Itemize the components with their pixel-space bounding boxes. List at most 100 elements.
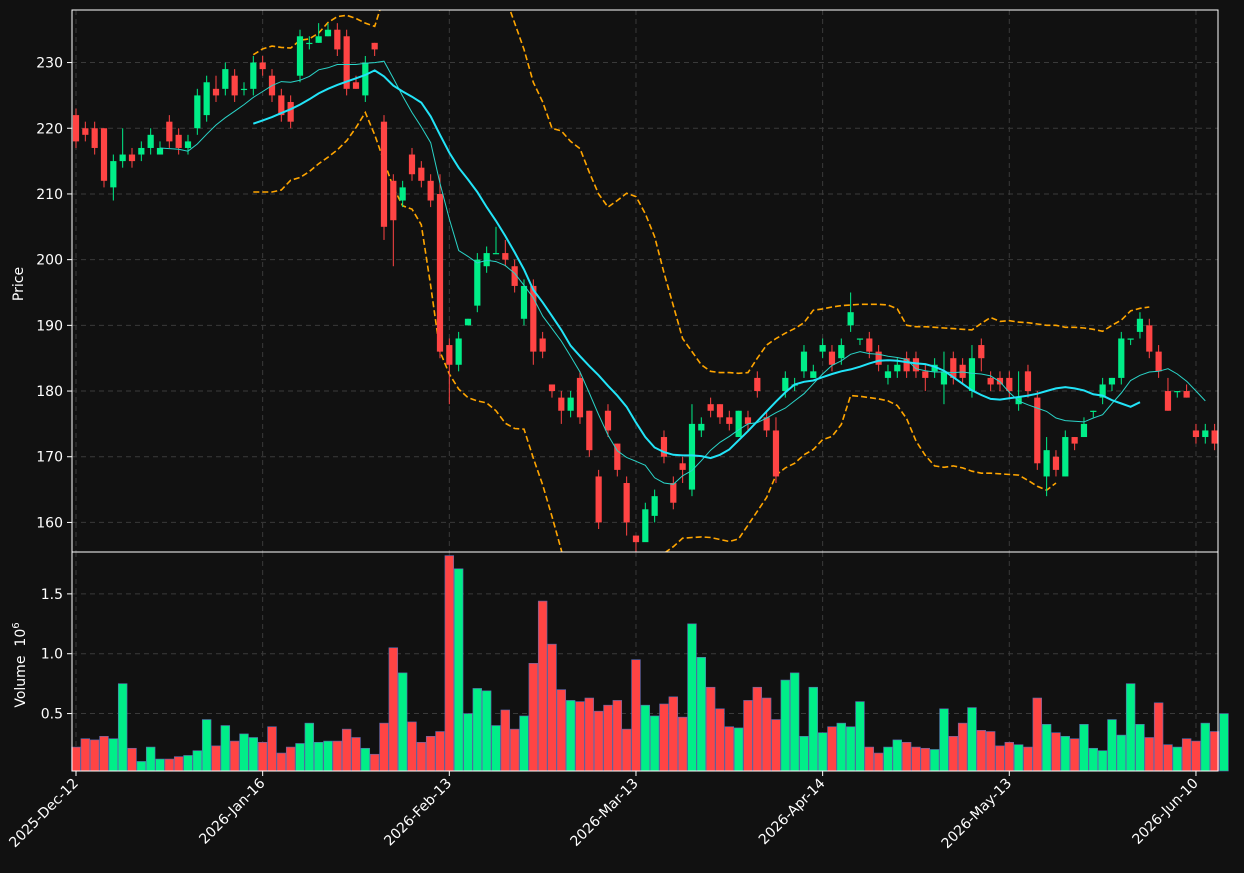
volume-bar (612, 700, 623, 772)
volume-bar (1125, 683, 1136, 772)
candle-body (968, 358, 976, 392)
volume-bar (1032, 697, 1042, 772)
candle (231, 69, 238, 102)
volume-bar (771, 719, 781, 772)
candle-body (1080, 423, 1088, 438)
volume-bar (687, 623, 697, 772)
volume-axis-label-text: Volume (13, 656, 29, 708)
volume-bar (1023, 746, 1033, 772)
candle (819, 338, 826, 359)
candlestick-series (72, 23, 1218, 552)
candle (595, 469, 602, 530)
candle-body (324, 29, 332, 37)
candle-body (446, 345, 453, 365)
candle (707, 397, 714, 418)
candle-body (1155, 351, 1162, 372)
candle-body (334, 29, 341, 50)
candle (828, 345, 836, 372)
volume-bar (603, 704, 613, 772)
candle (446, 338, 453, 405)
candle (72, 108, 80, 148)
volume-bar (295, 743, 305, 772)
volume-bar (967, 707, 977, 772)
candle (539, 331, 546, 359)
volume-bar (463, 713, 473, 772)
candle-body (959, 364, 966, 378)
candle (212, 75, 220, 102)
candle-body (175, 134, 182, 148)
candle (240, 82, 248, 96)
volume-bar (575, 701, 585, 772)
candle-body (819, 345, 826, 352)
volume-bar (1097, 750, 1108, 772)
volume-bar (752, 686, 763, 772)
candle-body (763, 417, 770, 431)
candle (632, 535, 640, 552)
candle (324, 23, 332, 37)
price-ytick-label: 190 (36, 318, 63, 334)
candle-body (1183, 391, 1190, 398)
volume-bar (1135, 724, 1145, 772)
candle-body (940, 371, 948, 385)
volume-bar (201, 719, 212, 772)
candle (315, 23, 322, 43)
volume-bars (71, 555, 1229, 772)
candle (418, 161, 425, 188)
candle-body (726, 417, 733, 424)
candle-body (1127, 338, 1134, 340)
candle-body (922, 371, 929, 378)
candle-body (240, 88, 248, 91)
candle-body (287, 101, 294, 122)
candle-body (511, 266, 518, 286)
candle (91, 121, 98, 155)
volume-bar (257, 741, 268, 772)
volume-bar (248, 737, 259, 772)
volume-bar (472, 688, 483, 772)
candle-body (250, 62, 257, 89)
candle-body (72, 115, 80, 142)
candle-body (810, 371, 817, 378)
candle (119, 128, 126, 168)
candle (306, 36, 313, 50)
candle-body (884, 371, 892, 378)
candle (502, 239, 509, 267)
candle-body (800, 351, 808, 372)
candle (912, 351, 920, 378)
candle (940, 351, 948, 405)
candle-body (735, 410, 742, 438)
volume-bar (836, 722, 847, 772)
candle (1052, 450, 1060, 477)
candle (194, 88, 201, 135)
candle-body (772, 430, 780, 477)
price-ytick-label: 210 (36, 187, 63, 203)
candle (586, 410, 593, 457)
candle (548, 384, 556, 398)
candle-body (614, 443, 621, 470)
candle-body (315, 36, 322, 43)
candle-body (352, 82, 360, 89)
candle (222, 62, 229, 96)
volume-bar (649, 715, 660, 772)
volume-bar (220, 725, 231, 772)
candle-body (586, 410, 593, 451)
volume-bar (1191, 740, 1201, 772)
volume-bar (621, 728, 632, 772)
candle (576, 371, 584, 424)
volume-bar (444, 555, 455, 772)
volume-bar (1172, 746, 1182, 772)
candle (987, 371, 994, 392)
candle (903, 351, 910, 378)
volume-bar (593, 710, 604, 772)
volume-bar (491, 725, 501, 772)
candle (623, 476, 630, 536)
volume-bar (304, 722, 315, 772)
volume-bar (640, 704, 651, 772)
candle (1118, 331, 1125, 385)
candle-body (362, 62, 369, 96)
volume-bar (388, 647, 399, 772)
candle-body (222, 69, 229, 89)
moving-averages (159, 60, 1206, 485)
volume-bar (1116, 734, 1126, 772)
volume-bar (939, 708, 949, 772)
